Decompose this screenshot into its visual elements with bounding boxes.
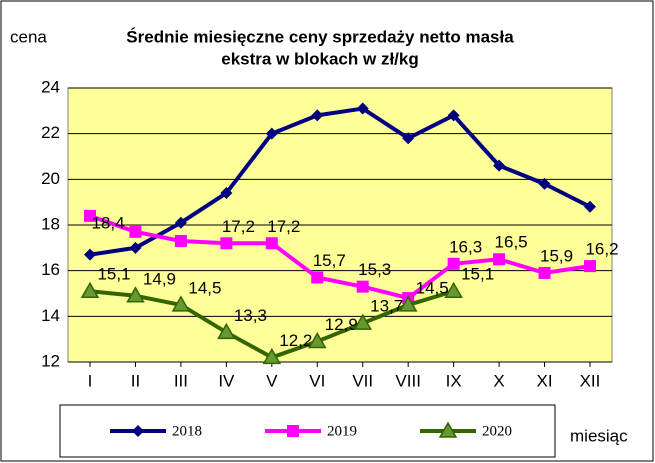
data-point (84, 209, 96, 222)
data-point (447, 257, 460, 270)
data-point (538, 177, 551, 190)
data-label: 18,4 (91, 213, 124, 232)
y-tick-label: 14 (41, 306, 60, 325)
data-label: 14,9 (143, 269, 176, 288)
x-tick-label: X (493, 371, 504, 390)
data-label: 15,3 (358, 260, 391, 279)
data-point (129, 225, 142, 238)
data-point (217, 322, 236, 340)
y-tick-label: 22 (41, 123, 60, 142)
data-label: 17,2 (222, 217, 255, 236)
data-point (311, 271, 324, 284)
data-label: 15,7 (313, 251, 346, 270)
data-point (356, 102, 369, 115)
y-tick-label: 20 (41, 169, 60, 188)
data-point (402, 132, 415, 145)
data-label: 13,3 (234, 306, 267, 325)
data-point (493, 159, 506, 172)
x-tick-label: VIII (395, 371, 421, 390)
data-point (174, 216, 187, 229)
data-point (584, 200, 596, 213)
y-tick-label: 18 (41, 214, 60, 233)
data-label: 16,2 (585, 240, 618, 259)
y-axis-label: cena (10, 27, 47, 46)
data-point (584, 260, 596, 273)
legend-label: 2019 (327, 423, 357, 439)
y-tick-label: 16 (41, 260, 60, 279)
series-line (89, 106, 591, 257)
x-tick-label: XII (580, 371, 601, 390)
x-tick-label: IX (446, 371, 462, 390)
data-label: 15,9 (540, 246, 573, 265)
data-point (220, 237, 233, 250)
x-tick-label: V (266, 371, 278, 390)
data-point (311, 109, 324, 122)
legend-label: 2018 (172, 423, 202, 439)
x-axis-label: miesiąc (570, 426, 628, 445)
x-tick-label: I (88, 371, 93, 390)
legend-marker (132, 425, 144, 437)
data-label: 12,9 (325, 315, 358, 334)
chart-title: Średnie miesięczne ceny sprzedaży netto … (126, 27, 514, 46)
data-point (262, 347, 282, 365)
legend-marker (287, 425, 299, 437)
y-tick-label: 12 (41, 351, 60, 370)
data-label: 15,1 (97, 265, 130, 284)
data-point (353, 313, 373, 330)
y-tick-label: 24 (41, 77, 60, 96)
x-tick-label: IV (218, 371, 235, 390)
chart-subtitle: ekstra w blokach w zł/kg (221, 49, 418, 68)
data-point (265, 237, 278, 250)
data-label: 14,5 (188, 278, 221, 297)
data-point (356, 280, 369, 293)
legend-marker (438, 421, 458, 438)
data-point (447, 109, 460, 122)
data-point (220, 187, 233, 200)
data-label: 16,5 (495, 233, 528, 252)
data-point (493, 253, 506, 266)
x-tick-label: II (131, 371, 140, 390)
data-label: 15,1 (461, 265, 494, 284)
data-label: 17,2 (267, 217, 300, 236)
data-point (538, 266, 551, 279)
data-label: 14,5 (416, 278, 449, 297)
data-point (307, 331, 327, 349)
series-line (89, 213, 591, 301)
data-point (129, 241, 142, 254)
data-label: 16,3 (449, 237, 482, 256)
data-point (265, 127, 278, 140)
data-point (171, 295, 191, 312)
data-point (84, 248, 96, 261)
x-tick-label: VI (309, 371, 325, 390)
data-point (398, 295, 418, 312)
legend-label: 2020 (482, 423, 512, 439)
data-label: 12,2 (279, 331, 312, 350)
data-point (80, 281, 100, 298)
x-tick-label: VII (352, 371, 373, 390)
x-tick-label: XI (537, 371, 553, 390)
data-label: 13,7 (370, 297, 403, 316)
data-point (174, 234, 187, 247)
x-tick-label: III (174, 371, 188, 390)
data-point (444, 281, 463, 298)
data-point (126, 286, 145, 303)
